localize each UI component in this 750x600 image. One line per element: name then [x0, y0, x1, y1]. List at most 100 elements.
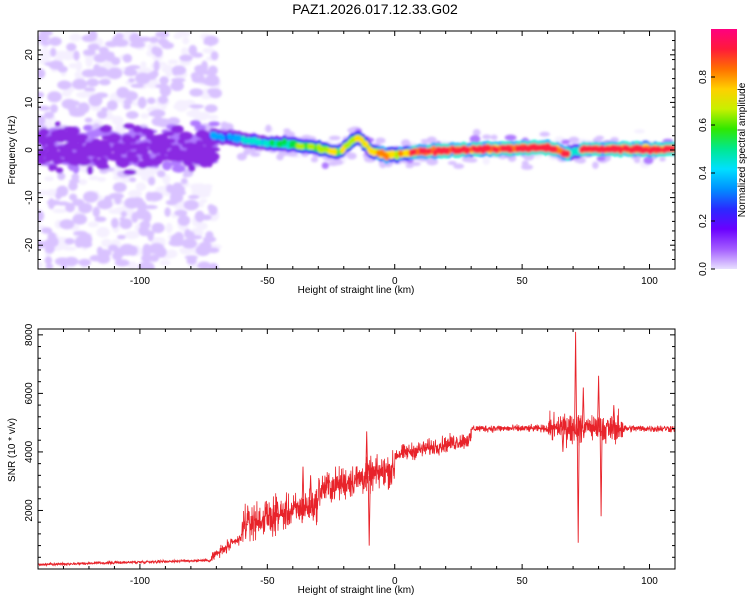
spectrogram-cell [98, 78, 111, 86]
spectrogram-cell [595, 145, 601, 153]
spectrogram-cell [471, 145, 477, 153]
spectrogram-cell [47, 91, 62, 103]
spectrogram-cell [150, 70, 159, 78]
y-tick-label: 10 [24, 96, 35, 108]
spectrogram-cell [426, 136, 437, 144]
spectrogram-cell [104, 70, 116, 78]
spectrogram-cell [145, 130, 152, 136]
spectrogram-cell [265, 124, 272, 133]
spectrogram-cell [38, 68, 46, 79]
spectrogram-cell [208, 78, 218, 85]
spectrogram-cell [310, 157, 319, 163]
spectrogram-cell [129, 177, 137, 183]
x-tick-label: 50 [517, 276, 529, 287]
spectrogram-cell [44, 135, 58, 144]
spectrogram-cell [161, 160, 172, 171]
spectrogram-cell [63, 256, 79, 267]
spectrogram-cell [141, 153, 151, 162]
spectrogram-cell [92, 206, 101, 218]
spectrogram-cell [170, 80, 184, 92]
spectrogram-cell [179, 54, 193, 62]
spectrogram-cell [48, 36, 62, 46]
spectrogram-cell [101, 106, 108, 113]
spectrogram-cell [157, 95, 169, 105]
spectrogram-cell [127, 261, 138, 269]
spectrogram-cell [187, 195, 200, 200]
spectrogram-cell [116, 86, 130, 99]
spectrogram-cell [328, 161, 339, 167]
spectrogram-cell [61, 90, 72, 97]
spectrogram-cell [650, 146, 656, 154]
colorbar-tick-label: 0.2 [698, 214, 709, 228]
spectrogram-cell [57, 172, 66, 181]
spectrogram-cell [54, 121, 61, 127]
spectrogram-cell [156, 170, 166, 178]
spectrogram-cell [75, 60, 83, 73]
spectrogram-cell [612, 146, 618, 154]
spectrogram-cell [66, 126, 80, 136]
spectrogram-cell [624, 145, 631, 153]
spectrogram-cell [191, 52, 204, 58]
y-tick-label: 20 [24, 49, 35, 61]
spectrogram-cell [184, 229, 192, 239]
spectrogram-cell [112, 143, 123, 152]
spectrogram-cell [202, 158, 217, 164]
spectrogram-cell [501, 144, 507, 152]
spectrogram-cell [94, 216, 107, 223]
spectrogram-cell [41, 227, 53, 234]
spectrogram-cell [127, 189, 142, 198]
snr-spike [365, 431, 369, 477]
snr-spike [599, 428, 603, 517]
spectrogram-cell [177, 215, 191, 226]
spectrogram-cell [131, 155, 139, 164]
spectrogram-cell [135, 146, 149, 156]
spectrogram-cell [472, 128, 481, 137]
spectrogram-y-axis-label: Frequency (Hz) [7, 116, 18, 185]
spectrogram-cell [290, 139, 296, 147]
spectrogram-cell [212, 131, 218, 139]
spectrogram-cell [131, 212, 139, 223]
spectrogram-cell [243, 149, 251, 156]
spectrogram-cell [197, 261, 211, 269]
snr-spike [597, 375, 601, 429]
spectrogram-cell [159, 149, 169, 155]
spectrogram-cell [203, 184, 213, 189]
spectrogram-cell [55, 128, 67, 137]
y-tick-label: -10 [24, 190, 35, 205]
snr-spike [245, 523, 249, 526]
spectrogram-cell [643, 156, 654, 165]
spectrogram-cell [43, 111, 55, 119]
spectrogram-cell [127, 245, 138, 256]
spectrogram-cell [129, 32, 141, 44]
colorbar-tick-label: 0.0 [698, 262, 709, 276]
spectrogram-cell [138, 225, 149, 237]
spectrogram-cell [227, 132, 233, 141]
spectrogram-cell [248, 147, 257, 154]
spectrogram-cell [199, 198, 208, 204]
spectrogram-cell [84, 117, 93, 123]
spectrogram-cell [72, 164, 80, 174]
spectrogram-cell [63, 246, 77, 251]
spectrogram-cell [159, 76, 169, 85]
spectrogram-cell [50, 47, 57, 57]
spectrogram-cell [48, 236, 59, 248]
spectrogram-cell [207, 68, 215, 75]
spectrogram-cell [135, 182, 147, 192]
spectrogram-cell [38, 91, 45, 98]
spectrogram-cell [108, 192, 124, 200]
spectrogram-cell [171, 144, 181, 153]
spectrogram-cell [40, 40, 51, 46]
spectrogram-cell [92, 149, 105, 158]
spectrogram-cell [68, 137, 78, 148]
spectrogram-cell [91, 157, 99, 164]
spectrogram-cell [240, 135, 246, 143]
spectrogram-cell [207, 247, 220, 254]
spectrogram-cell [203, 40, 215, 46]
spectrogram-cell [115, 123, 126, 135]
spectrogram-cell [161, 64, 174, 73]
spectrogram-cell [97, 139, 110, 147]
spectrogram-cell [165, 249, 178, 259]
spectrogram-cell [50, 104, 58, 114]
